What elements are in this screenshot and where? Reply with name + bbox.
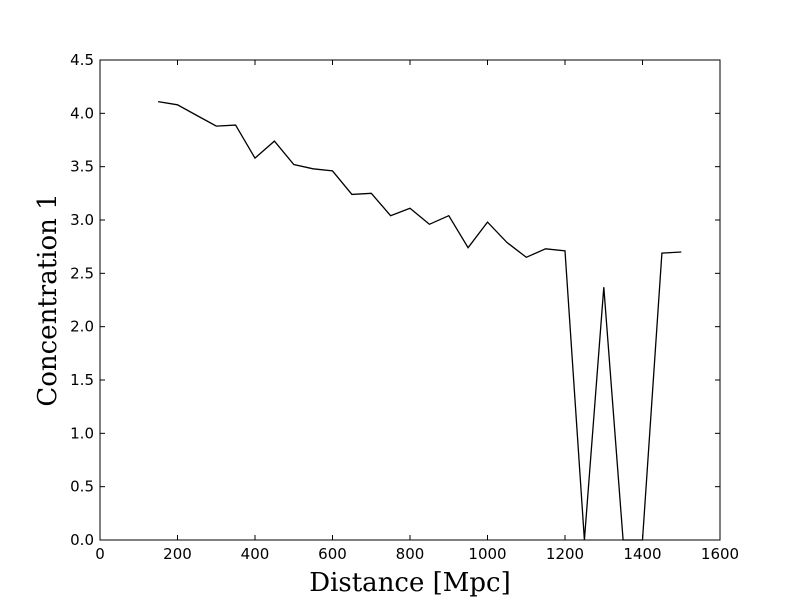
y-tick-label: 2.0 [70, 318, 94, 336]
x-tick-label: 200 [163, 545, 192, 563]
y-tick-label: 1.5 [70, 371, 94, 389]
x-tick-label: 600 [318, 545, 347, 563]
y-tick-label: 4.5 [70, 51, 94, 69]
y-tick-label: 2.5 [70, 264, 94, 282]
x-tick-label: 400 [241, 545, 270, 563]
x-tick-label: 1000 [468, 545, 506, 563]
y-tick-label: 3.5 [70, 158, 94, 176]
x-tick-label: 1600 [701, 545, 739, 563]
x-tick-label: 800 [396, 545, 425, 563]
x-axis-title: Distance [Mpc] [309, 568, 511, 598]
y-tick-label: 0.5 [70, 478, 94, 496]
series-layer [157, 100, 682, 541]
x-tick-label: 0 [95, 545, 105, 563]
y-tick-label: 4.0 [70, 104, 94, 122]
series-line [157, 100, 682, 541]
x-tick-label: 1200 [546, 545, 584, 563]
y-tick-label: 0.0 [70, 531, 94, 549]
y-axis-title: Concentration 1 [33, 193, 63, 406]
plot-frame [99, 59, 721, 541]
x-tick-label: 1400 [623, 545, 661, 563]
tick-labels-layer: 0 200 400 600 800 1000 1200 1400 1600 0.0 0.5 1.0 1.… [70, 51, 739, 563]
y-tick-label: 1.0 [70, 424, 94, 442]
y-tick-label: 3.0 [70, 211, 94, 229]
ticks-layer [99, 59, 721, 541]
